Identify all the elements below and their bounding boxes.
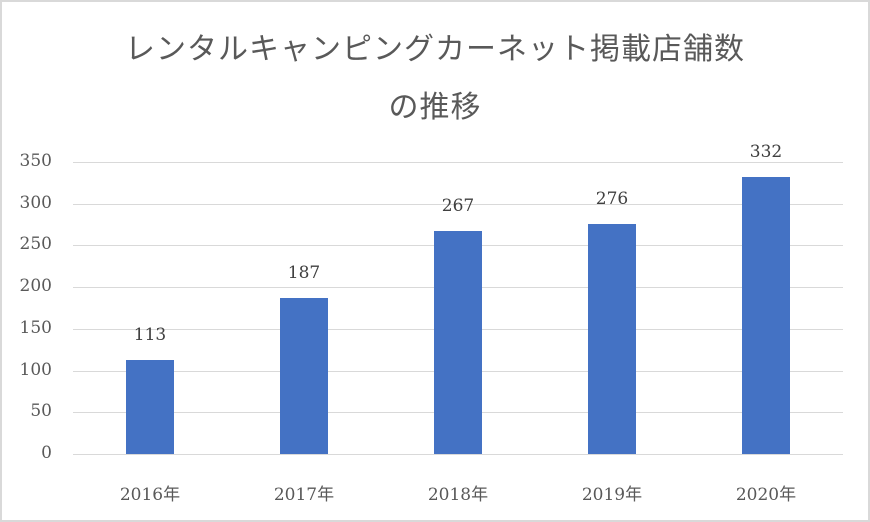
y-tick-label: 50 [30,401,52,422]
x-tick-label: 2016年 [119,485,181,505]
y-tick-label: 150 [19,317,52,338]
chart-title-line-2: の推移 [388,90,482,125]
data-label: 113 [133,324,167,345]
data-label: 276 [595,188,629,209]
bar [280,297,328,454]
gridline [73,454,843,455]
x-tick-label: 2018年 [427,485,489,505]
bar [588,223,636,454]
gridline [73,203,843,205]
bar [126,359,174,454]
y-tick-label: 300 [19,192,52,213]
bar [742,177,790,454]
y-tick-label: 200 [19,276,52,297]
data-label: 267 [441,196,475,217]
chart-title-line-1: レンタルキャンピングカーネット掲載店舗数 [125,32,745,67]
x-tick-label: 2020年 [735,485,797,505]
data-label: 187 [287,262,321,283]
data-label: 332 [749,142,783,163]
y-tick-label: 250 [19,234,52,255]
bar [434,231,482,454]
y-tick-label: 0 [41,443,52,463]
plot-area: 113 187 267 276 332 [73,142,843,455]
x-tick-label: 2019年 [581,485,643,505]
y-tick-label: 100 [19,359,52,380]
y-tick-label: 350 [19,151,52,171]
x-tick-label: 2017年 [273,485,335,505]
gridline [73,162,843,163]
